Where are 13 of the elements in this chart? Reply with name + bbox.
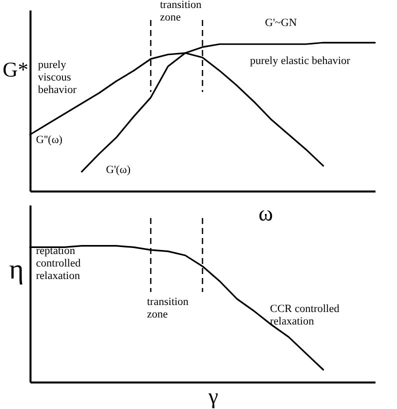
annotation: purely viscous behavior [38,59,77,96]
annotation: purely elastic behavior [250,55,351,67]
annotation: reptation controlled relaxation [36,245,82,282]
annotation: CCR controlled relaxation [270,303,340,328]
series-label: G''(ω) [36,134,63,146]
series-label: G'(ω) [106,164,131,176]
annotation: transition zone [147,296,190,320]
y-axis-title: G* [2,58,28,82]
x-axis-title: γ [208,384,218,408]
x-axis-title: ω [258,200,273,226]
text: G'~GN [265,17,297,29]
text: transition zone [160,0,202,24]
y-axis-title: η [9,254,24,286]
